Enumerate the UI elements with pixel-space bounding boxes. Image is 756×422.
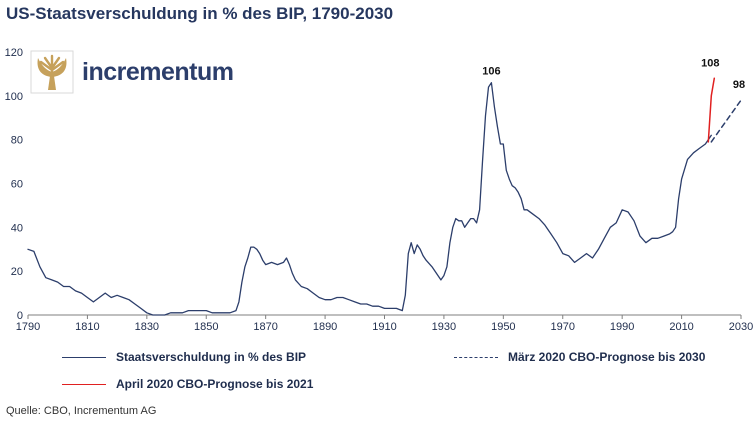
y-tick-label: 20 <box>11 266 23 278</box>
x-tick-label: 1810 <box>75 321 99 333</box>
source-note: Quelle: CBO, Incrementum AG <box>6 405 157 417</box>
x-tick-label: 1950 <box>491 321 515 333</box>
y-tick-label: 0 <box>17 310 23 322</box>
legend-label-debt: Staatsverschuldung in % des BIP <box>116 350 307 364</box>
legend-swatch-march-forecast <box>454 357 498 358</box>
axes: 1790 1810 1830 1850 1870 1890 1910 1930 1950 1970… <box>5 47 754 333</box>
series-line-debt <box>27 82 712 316</box>
legend-label-march-forecast: März 2020 CBO-Prognose bis 2030 <box>508 350 706 364</box>
y-tick-label: 100 <box>5 91 23 103</box>
x-tick-label: 1970 <box>551 321 575 333</box>
y-tick-label: 80 <box>11 135 23 147</box>
annotation-peak-1946: 106 <box>482 66 500 78</box>
y-tick-label: 40 <box>11 222 23 234</box>
x-tick-label: 1790 <box>16 321 40 333</box>
y-tick-label: 120 <box>5 47 23 59</box>
y-tick-label: 60 <box>11 179 23 191</box>
legend-label-april-forecast: April 2020 CBO-Prognose bis 2021 <box>116 377 314 391</box>
x-tick-label: 2030 <box>729 321 753 333</box>
annotation-march-2030: 98 <box>733 79 745 91</box>
x-tick-label: 1870 <box>253 321 277 333</box>
x-tick-label: 1890 <box>313 321 337 333</box>
logo-wordmark: incrementum <box>82 58 234 86</box>
x-tick-label: 1830 <box>135 321 159 333</box>
x-tick-label: 1910 <box>372 321 396 333</box>
annotation-layer: 106 108 98 <box>482 57 745 91</box>
x-tick-label: 1990 <box>610 321 634 333</box>
legend-swatch-april-forecast <box>62 384 106 385</box>
x-tick-label: 1930 <box>432 321 456 333</box>
tree-logo-icon <box>30 50 74 94</box>
annotation-april-2021: 108 <box>701 57 719 69</box>
incrementum-logo: incrementum <box>30 50 234 96</box>
x-tick-label: 1850 <box>194 321 218 333</box>
series-line-march-forecast <box>710 99 742 143</box>
chart-title: US-Staatsverschuldung in % des BIP, 1790… <box>6 4 394 23</box>
series-line-april-forecast <box>707 77 716 143</box>
x-tick-label: 2010 <box>669 321 693 333</box>
legend-swatch-debt <box>62 357 106 358</box>
series-layer <box>27 77 742 316</box>
